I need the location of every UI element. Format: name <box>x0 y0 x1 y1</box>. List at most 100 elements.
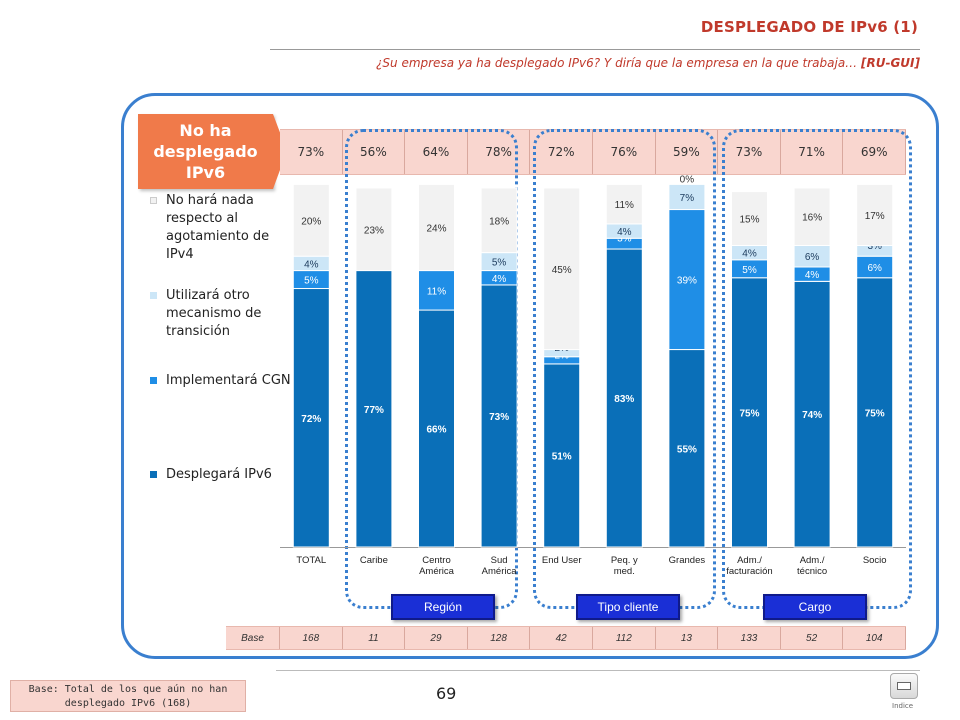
bar-segment-deploy <box>292 288 330 548</box>
data-label-nothing: 17% <box>865 211 885 222</box>
x-tick-label: Caribe <box>360 555 388 566</box>
base-row: Base 168 11 29 128 42 112 13 133 52 104 <box>226 626 906 650</box>
data-label-deploy: 66% <box>426 425 446 436</box>
data-label-nothing: 24% <box>426 223 446 234</box>
data-label-other: 3% <box>867 241 882 252</box>
base-value: 11 <box>343 627 406 649</box>
data-label-cgn: 5% <box>742 265 757 276</box>
base-value: 128 <box>468 627 531 649</box>
role-button[interactable]: Cargo <box>763 594 867 620</box>
data-label-deploy: 77% <box>364 405 384 416</box>
data-label-nothing: 23% <box>364 225 384 236</box>
x-tick-label: Centro <box>422 555 451 566</box>
x-tick-label: técnico <box>797 566 827 577</box>
data-label-deploy: 51% <box>552 451 572 462</box>
bar-segment-deploy <box>668 349 706 548</box>
data-label-cgn: 5% <box>304 276 319 287</box>
legend-label: Utilizará otro mecanismo de transición <box>166 288 262 339</box>
legend-swatch <box>150 471 157 478</box>
x-tick-label: Sud <box>491 555 508 566</box>
title-divider <box>270 49 920 50</box>
legend-label: Desplegará IPv6 <box>166 467 272 482</box>
percent-strip: 73% 56% 64% 78% 72% 76% 59% 73% 71% 69% <box>280 129 906 175</box>
legend-label: No hará nada respecto al agotamiento de … <box>166 193 270 262</box>
x-tick-label: End User <box>542 555 582 566</box>
data-label-nothing: 0% <box>680 174 695 185</box>
bar-segment-nothing <box>731 191 768 246</box>
bar-segment-deploy <box>355 270 393 548</box>
x-tick-label: Socio <box>863 555 887 566</box>
top-percentage: 73% <box>280 130 343 174</box>
bar-segment-other <box>668 183 706 211</box>
top-percentage: 64% <box>405 130 468 174</box>
region-button[interactable]: Región <box>391 594 495 620</box>
legend-swatch <box>150 377 157 384</box>
legend-swatch <box>150 292 157 299</box>
top-percentage: 71% <box>781 130 844 174</box>
base-value: 133 <box>718 627 781 649</box>
slide-title: DESPLEGADO DE IPv6 (1) <box>700 18 918 36</box>
bar-segment-deploy <box>605 248 643 548</box>
data-label-cgn: 11% <box>427 286 446 297</box>
bar-segment-deploy <box>731 277 768 548</box>
data-label-deploy: 75% <box>865 408 885 419</box>
slide-subtitle: ¿Su empresa ya ha desplegado IPv6? Y dir… <box>376 56 920 70</box>
data-label-cgn: 4% <box>805 270 820 281</box>
bar-segment-deploy <box>543 363 581 548</box>
data-label-deploy: 75% <box>739 408 759 419</box>
data-label-nothing: 45% <box>552 265 572 276</box>
data-label-cgn: 3% <box>617 234 632 245</box>
subtitle-code: [RU-GUI] <box>861 56 920 70</box>
page-number: 69 <box>436 684 457 703</box>
top-percentage: 59% <box>656 130 719 174</box>
base-value: 42 <box>530 627 593 649</box>
data-label-nothing: 20% <box>301 216 321 227</box>
client-type-button[interactable]: Tipo cliente <box>576 594 680 620</box>
subtitle-question: ¿Su empresa ya ha desplegado IPv6? Y dir… <box>376 56 861 70</box>
data-label-nothing: 18% <box>489 216 509 227</box>
bar-segment-cgn <box>418 270 455 311</box>
bar-segment-nothing <box>292 183 330 257</box>
data-label-other: 5% <box>492 258 507 269</box>
x-tick-label: América <box>482 566 518 577</box>
bar-segment-nothing <box>355 187 393 272</box>
data-label-other: 6% <box>805 252 820 263</box>
bar-segment-nothing <box>793 187 831 246</box>
data-label-deploy: 72% <box>301 414 321 425</box>
top-percentage: 69% <box>843 130 906 174</box>
legend-swatch <box>150 197 157 204</box>
index-label: Indice <box>892 702 914 710</box>
data-label-other: 4% <box>304 259 319 270</box>
x-tick-label: TOTAL <box>296 555 326 566</box>
bar-segment-deploy <box>480 284 518 548</box>
data-label-other: 4% <box>617 227 632 238</box>
base-value: 104 <box>843 627 906 649</box>
base-value: 13 <box>656 627 719 649</box>
base-label: Base <box>226 627 280 649</box>
x-tick-label: facturación <box>726 566 772 577</box>
data-label-cgn: 39% <box>677 276 697 287</box>
base-value: 29 <box>405 627 468 649</box>
data-label-deploy: 55% <box>677 444 697 455</box>
data-label-nothing: 11% <box>615 200 634 211</box>
index-button[interactable] <box>890 673 918 699</box>
bar-segment-nothing <box>418 183 455 272</box>
bar-segment-nothing <box>856 183 894 246</box>
x-tick-label: Adm./ <box>800 555 825 566</box>
top-percentage: 73% <box>718 130 781 174</box>
data-label-other: 7% <box>680 193 695 204</box>
no-ipv6-tag: No ha desplegado IPv6 <box>138 114 273 189</box>
bar-segment-nothing <box>480 187 518 254</box>
data-label-other: 4% <box>742 249 757 260</box>
data-label-nothing: 15% <box>739 215 759 226</box>
top-percentage: 78% <box>468 130 531 174</box>
base-value: 112 <box>593 627 656 649</box>
bar-segment-nothing <box>543 187 581 351</box>
bar-segment-nothing <box>605 183 643 225</box>
data-label-deploy: 83% <box>614 394 634 405</box>
data-label-cgn: 4% <box>492 274 507 285</box>
legend-label: Implementará CGN <box>166 373 291 388</box>
data-label-deploy: 74% <box>802 410 822 421</box>
footer-divider <box>276 670 920 671</box>
